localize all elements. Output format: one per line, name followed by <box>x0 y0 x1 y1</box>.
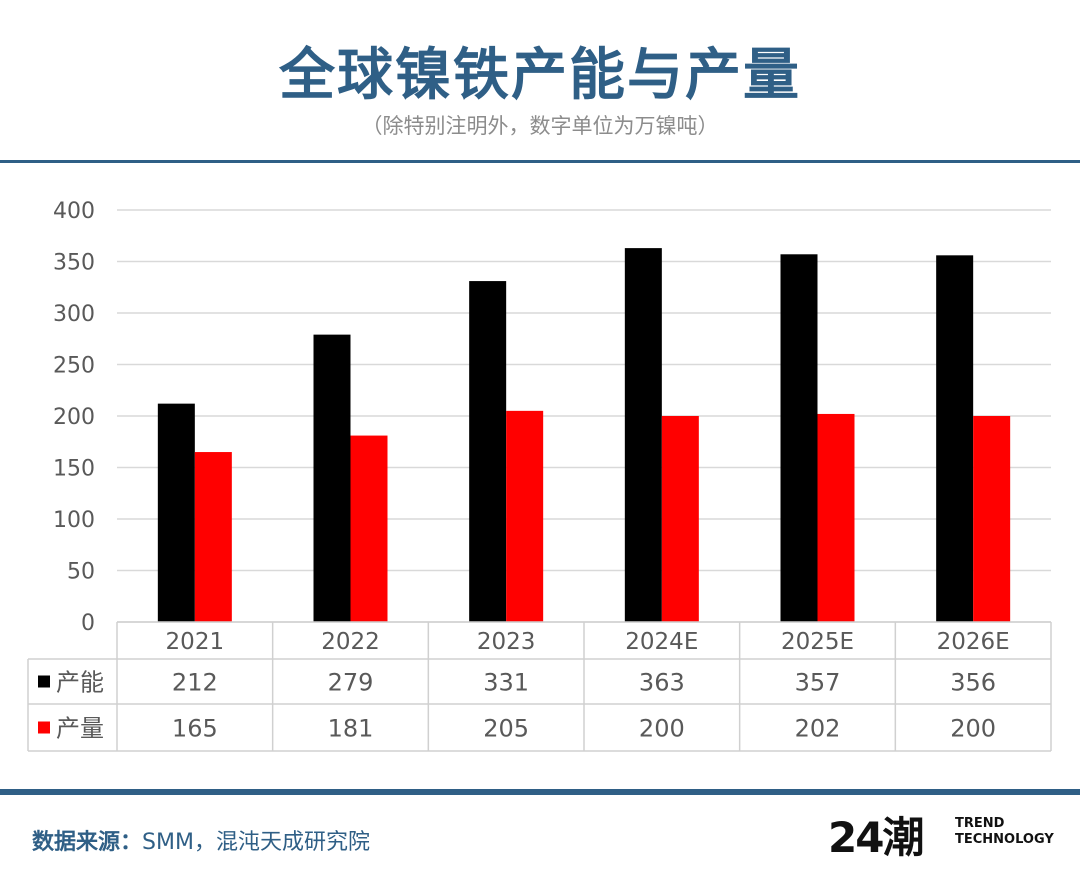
x-tick-label: 2023 <box>477 629 536 655</box>
brand-logo-mark: 24潮 <box>828 813 924 862</box>
data-label: 363 <box>639 669 685 697</box>
bar-chart: 0 50 100 150 200 250 300 350 400 2021 2022 2023 2024… <box>27 199 1052 752</box>
bar-capacity <box>157 403 195 622</box>
legend-label-capacity: 产能 <box>56 669 104 697</box>
x-tick-label: 2022 <box>321 629 380 655</box>
x-tick-label: 2026E <box>937 629 1010 655</box>
brand-logo-line2: TECHNOLOGY <box>955 832 1054 847</box>
bar-capacity <box>624 248 662 623</box>
data-label: 165 <box>172 715 218 743</box>
bar-capacity <box>469 281 507 622</box>
brand-logo: 24潮 TREND TECHNOLOGY <box>828 812 1058 868</box>
data-source-label: 数据来源： <box>32 830 143 855</box>
brand-logo-line1: TREND <box>955 816 1005 831</box>
page-subtitle: （除特别注明外，数字单位为万镍吨） <box>361 114 719 138</box>
data-label: 279 <box>328 669 374 697</box>
y-tick-label: 0 <box>81 611 95 636</box>
data-label: 205 <box>483 715 529 743</box>
data-label: 356 <box>950 669 996 697</box>
y-tick-label: 400 <box>53 199 95 224</box>
data-label: 202 <box>795 715 841 743</box>
data-source-text: SMM，混沌天成研究院 <box>142 830 370 855</box>
page-title: 全球镍铁产能与产量 <box>279 43 801 108</box>
y-tick-label: 200 <box>53 405 95 430</box>
bar-production <box>661 416 699 622</box>
data-label: 331 <box>483 669 529 697</box>
footer-divider <box>0 789 1080 795</box>
legend-swatch-production <box>38 721 50 734</box>
data-label: 212 <box>172 669 218 697</box>
y-tick-label: 150 <box>53 457 95 482</box>
x-tick-label: 2025E <box>781 629 854 655</box>
y-tick-label: 250 <box>53 354 95 379</box>
bar-production <box>350 435 388 622</box>
bar-capacity <box>780 254 818 622</box>
bar-production <box>506 410 544 622</box>
x-tick-label: 2024E <box>625 629 698 655</box>
data-label: 200 <box>639 715 685 743</box>
y-tick-label: 300 <box>53 302 95 327</box>
data-label: 200 <box>950 715 996 743</box>
x-tick-label: 2021 <box>166 629 225 655</box>
bar-production <box>817 413 855 622</box>
bar-capacity <box>936 255 974 622</box>
bar-production <box>194 452 232 622</box>
y-tick-label: 350 <box>53 251 95 276</box>
y-tick-label: 100 <box>53 508 95 533</box>
legend-label-production: 产量 <box>56 715 104 743</box>
brand-logo-text: TREND TECHNOLOGY <box>955 816 1054 848</box>
bar-capacity <box>313 334 351 622</box>
data-source: 数据来源：SMM，混沌天成研究院 <box>32 824 370 856</box>
legend-swatch-capacity <box>38 675 50 688</box>
data-label: 181 <box>328 715 374 743</box>
y-tick-label: 50 <box>67 560 95 585</box>
data-label: 357 <box>795 669 841 697</box>
bar-production <box>973 416 1011 622</box>
header-divider <box>0 160 1080 163</box>
